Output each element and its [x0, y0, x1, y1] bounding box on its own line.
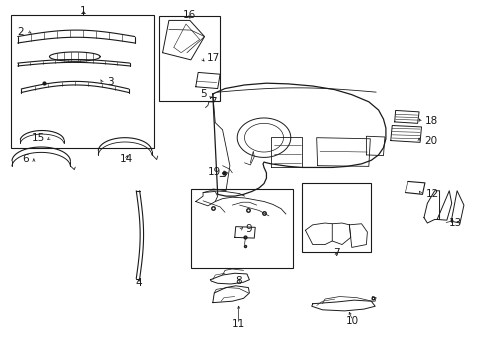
Bar	[11, 15, 154, 148]
Bar	[190, 189, 293, 268]
Text: 1: 1	[80, 6, 87, 17]
Text: 13: 13	[447, 218, 461, 228]
Text: 8: 8	[235, 276, 242, 287]
Text: 19: 19	[207, 167, 221, 177]
Text: 9: 9	[245, 225, 252, 234]
Text: 16: 16	[183, 10, 196, 20]
Text: 11: 11	[231, 319, 245, 329]
Text: 20: 20	[423, 136, 436, 146]
Text: 18: 18	[424, 116, 437, 126]
Bar	[159, 16, 220, 101]
Text: 10: 10	[346, 316, 359, 325]
Text: 6: 6	[22, 154, 29, 164]
Text: 3: 3	[107, 77, 113, 87]
Text: 17: 17	[206, 53, 219, 63]
Text: 5: 5	[200, 89, 206, 99]
Text: 4: 4	[135, 278, 142, 288]
Bar	[302, 183, 370, 252]
Text: 15: 15	[32, 133, 45, 143]
Text: 7: 7	[332, 248, 339, 258]
Text: 2: 2	[18, 27, 24, 37]
Text: 12: 12	[425, 189, 438, 199]
Text: 14: 14	[120, 154, 133, 164]
